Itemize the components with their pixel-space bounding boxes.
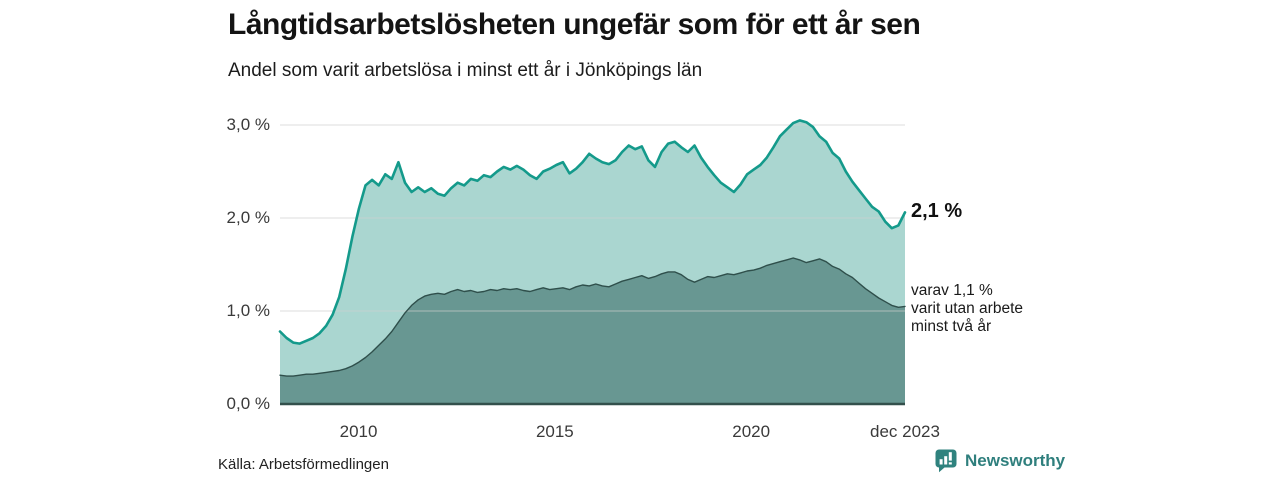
x-tick-label: 2020: [732, 422, 771, 441]
series-line-0: [278, 119, 907, 345]
y-tick-label: 1,0 %: [226, 301, 270, 320]
x-tick-label: 2010: [339, 422, 378, 441]
chart-subtitle: Andel som varit arbetslösa i minst ett å…: [228, 60, 703, 81]
end-value-label: 2,1 %: [911, 200, 963, 222]
source-note: Källa: Arbetsförmedlingen: [218, 456, 389, 473]
newsworthy-logo-icon: [934, 448, 958, 473]
series-annotation: varav 1,1 % varit utan arbete minst två …: [911, 282, 1024, 335]
newsworthy-logo[interactable]: Newsworthy: [934, 448, 1065, 473]
series-area-1: [280, 258, 905, 404]
page-title: Långtidsarbetslösheten ungefär som för e…: [228, 8, 921, 41]
x-tick-label: dec 2023: [870, 422, 940, 441]
newsworthy-wordmark: Newsworthy: [965, 450, 1066, 470]
y-tick-label: 2,0 %: [226, 208, 270, 227]
y-tick-label: 3,0 %: [226, 115, 270, 134]
y-tick-label: 0,0 %: [226, 394, 270, 413]
x-tick-label: 2015: [535, 422, 574, 441]
series-line-1: [279, 257, 906, 377]
